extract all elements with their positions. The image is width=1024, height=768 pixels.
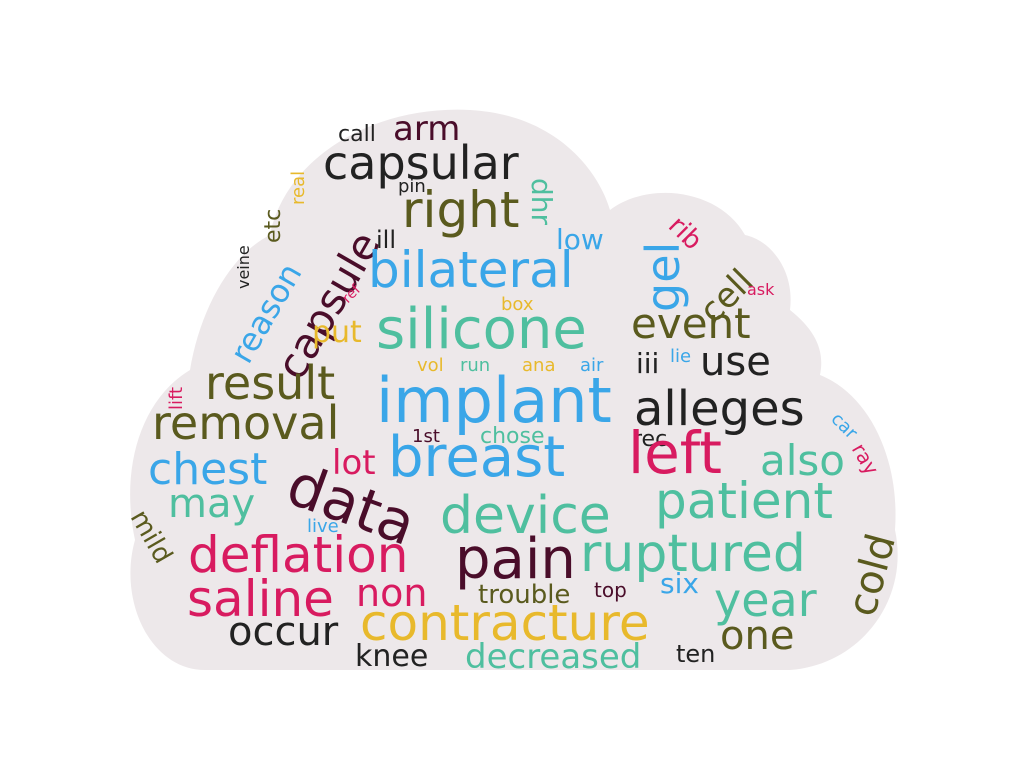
word-result: result xyxy=(205,356,336,410)
word-put: put xyxy=(312,315,362,350)
word-dhr: dhr xyxy=(525,178,558,226)
word-chose: chose xyxy=(480,424,545,449)
word-deflation: deflation xyxy=(188,526,409,584)
word-left: left xyxy=(628,419,722,487)
word-breast: breast xyxy=(388,425,566,490)
word-silicone: silicone xyxy=(376,297,587,362)
word-non: non xyxy=(356,571,428,615)
word-run: run xyxy=(460,355,491,376)
word-may: may xyxy=(168,481,256,527)
word-patient: patient xyxy=(655,472,833,530)
word-contracture: contracture xyxy=(360,594,650,652)
word-box: box xyxy=(501,294,534,315)
word-event: event xyxy=(631,299,751,348)
word-capsular: capsular xyxy=(323,136,519,190)
word-vol: vol xyxy=(417,355,444,376)
word-bilateral: bilateral xyxy=(368,241,574,299)
word-call: call xyxy=(338,122,376,147)
word-right: right xyxy=(402,181,520,239)
word-decreased: decreased xyxy=(465,637,642,677)
word-air: air xyxy=(580,355,604,376)
word-lie: lie xyxy=(670,346,692,367)
word-veine: veine xyxy=(234,245,253,289)
word-implant: implant xyxy=(376,364,612,437)
word-use: use xyxy=(700,339,771,385)
word-pain: pain xyxy=(455,527,576,592)
word-chest: chest xyxy=(148,444,268,495)
word-low: low xyxy=(556,223,604,256)
word-lot: lot xyxy=(332,443,376,483)
word-year: year xyxy=(714,573,817,627)
word-knee: knee xyxy=(355,639,429,674)
word-saline: saline xyxy=(187,570,334,628)
word-real: real xyxy=(288,170,309,205)
word-pin: pin xyxy=(398,176,426,197)
word-occur: occur xyxy=(228,609,339,655)
word-1st: 1st xyxy=(412,426,440,447)
word-alleges: alleges xyxy=(634,381,805,437)
word-ten: ten xyxy=(676,640,716,668)
word-live: live xyxy=(307,516,339,537)
word-ruptured: ruptured xyxy=(580,524,806,584)
word-ill: ill xyxy=(376,226,397,254)
word-ana: ana xyxy=(522,355,556,376)
word-device: device xyxy=(440,486,611,546)
word-arm: arm xyxy=(393,109,461,149)
word-removal: removal xyxy=(152,396,340,450)
word-also: also xyxy=(760,436,845,485)
word-iii: iii xyxy=(636,347,660,380)
word-six: six xyxy=(660,567,699,600)
word-trouble: trouble xyxy=(478,580,571,610)
word-top: top xyxy=(594,578,627,602)
word-etc: etc xyxy=(261,208,286,243)
word-ask: ask xyxy=(747,280,775,299)
word-rec: rec xyxy=(633,427,668,452)
word-one: one xyxy=(720,613,795,659)
